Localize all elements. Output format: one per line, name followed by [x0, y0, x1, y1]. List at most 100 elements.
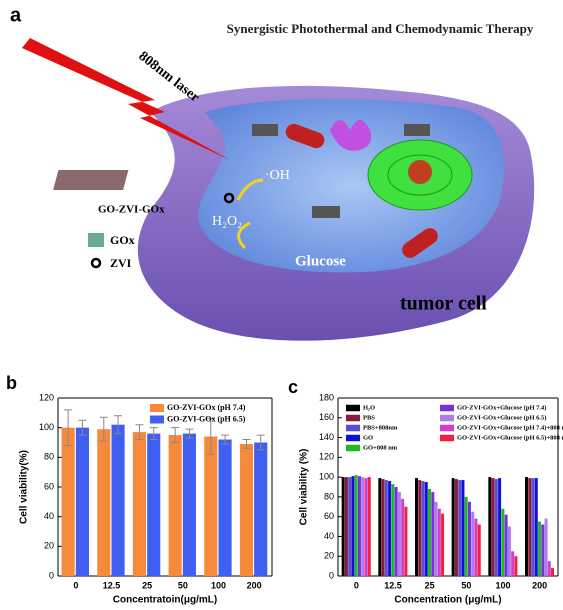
y-tick-label: 160 [319, 412, 334, 422]
y-tick-label: 80 [324, 491, 334, 501]
y-axis-title: Cell viability(%) [19, 450, 30, 524]
bar [544, 518, 548, 576]
y-tick-label: 120 [39, 392, 54, 402]
y-tick-label: 140 [319, 432, 334, 442]
bar [418, 480, 422, 576]
y-tick-label: 120 [319, 452, 334, 462]
error-bar [149, 427, 158, 441]
bar [401, 498, 405, 576]
legend-swatch [440, 414, 454, 422]
x-tick-label: 200 [247, 580, 262, 590]
bar [467, 501, 471, 576]
legend-swatch [440, 434, 454, 442]
zvi-legend: ZVI [110, 256, 132, 270]
y-tick-label: 60 [44, 481, 54, 491]
bar [514, 556, 518, 576]
bar [511, 551, 515, 576]
x-tick-label: 50 [178, 580, 188, 590]
bar [254, 442, 268, 576]
bar [351, 476, 355, 576]
bar [132, 432, 147, 576]
y-tick-label: 60 [324, 511, 334, 521]
x-tick-label: 0 [73, 580, 78, 590]
x-tick-label: 12.5 [103, 580, 121, 590]
bar [531, 478, 535, 576]
bar [538, 521, 542, 576]
error-bar [221, 434, 230, 445]
error-bar [185, 428, 194, 439]
bar [378, 478, 382, 576]
y-tick-label: 180 [319, 392, 334, 402]
x-axis-title: Concentration (μg/mL) [394, 595, 501, 606]
nanosheet-icon [252, 124, 278, 136]
nanosheet-label: GO-ZVI-GOx [98, 204, 165, 216]
error-bar [99, 416, 108, 442]
bar [488, 477, 492, 576]
bar [381, 479, 385, 576]
x-tick-label: 100 [211, 580, 226, 590]
legend-label: PBS+808nm [363, 424, 398, 431]
x-tick-label: 100 [495, 580, 510, 590]
golgi [330, 120, 372, 151]
bar [437, 508, 441, 576]
error-bar [206, 418, 215, 455]
bar [364, 478, 368, 576]
bar [204, 436, 218, 576]
error-bar [171, 427, 180, 443]
bar [491, 478, 495, 576]
illustration: a Synergistic Photothermal and Chemodyna… [10, 4, 535, 341]
x-axis-title: Concentratoin(μg/mL) [113, 595, 217, 606]
cell-label: tumor cell [400, 293, 487, 315]
bar [501, 508, 505, 576]
zvi-particle [223, 192, 235, 204]
bar [551, 568, 555, 576]
x-tick-label: 25 [142, 580, 152, 590]
x-tick-label: 0 [354, 580, 359, 590]
legend-swatch [346, 424, 360, 432]
illustration-title: Synergistic Photothermal and Chemodynami… [227, 21, 534, 36]
bar [111, 424, 125, 576]
y-tick-label: 40 [44, 511, 54, 521]
arrow [236, 178, 264, 201]
legend-label: GO-ZVI-GOx (pH 6.5) [167, 414, 246, 423]
arrow [237, 221, 251, 250]
bar [498, 478, 502, 576]
y-tick-label: 0 [49, 570, 54, 580]
bar [477, 524, 481, 576]
x-tick-label: 12.5 [384, 580, 402, 590]
bar [547, 561, 551, 576]
error-bar [135, 424, 144, 441]
legend-label: GO-ZVI-GOx+Glucose (pH 7.4) [457, 404, 546, 411]
mitochondrion [285, 123, 325, 149]
legend-swatch [346, 414, 360, 422]
bar [388, 481, 392, 576]
error-bar [114, 415, 123, 435]
bar [394, 487, 398, 576]
bar [354, 475, 358, 576]
bar [75, 427, 89, 576]
bar [541, 524, 545, 576]
legend-label: GO [363, 434, 373, 441]
y-tick-label: 100 [39, 422, 54, 432]
legend-swatch [150, 415, 164, 424]
bar [384, 480, 388, 576]
bar [451, 478, 455, 576]
x-tick-label: 200 [532, 580, 547, 590]
hydroxyl-label: ·OH [265, 168, 290, 183]
bar [525, 477, 528, 576]
bar [348, 477, 352, 576]
bar [218, 439, 232, 576]
legend-swatch [150, 404, 164, 412]
nanosheet-icon [404, 124, 430, 136]
bar [431, 491, 435, 576]
y-tick-label: 20 [44, 541, 54, 551]
gox-legend: GOx [110, 233, 135, 247]
bar [404, 506, 408, 576]
bar [534, 478, 538, 576]
error-bar [242, 439, 251, 449]
bar [147, 433, 161, 576]
legend-swatch [440, 404, 454, 412]
gox-icon [88, 233, 104, 247]
bar [507, 526, 511, 576]
legend-label: PBS [363, 414, 375, 421]
